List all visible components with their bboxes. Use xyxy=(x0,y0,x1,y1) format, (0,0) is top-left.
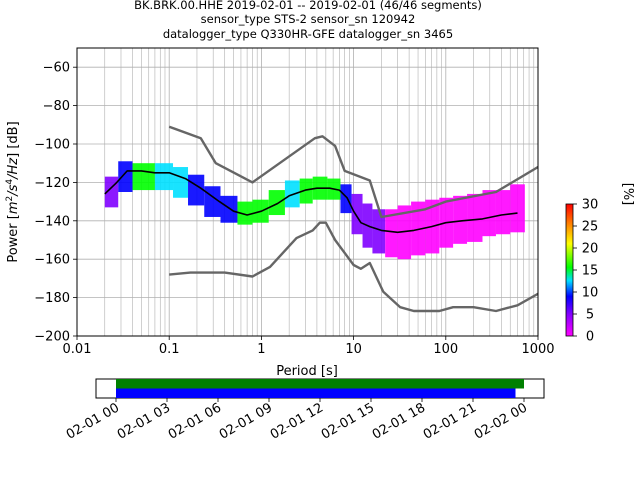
timeline-tick-label: 02-01 00 xyxy=(64,400,122,442)
psd-band xyxy=(495,190,511,235)
psd-band xyxy=(268,190,285,216)
x-tick-label: 0.01 xyxy=(63,342,92,357)
timeline-tick-label: 02-01 21 xyxy=(421,400,479,442)
colorbar-tick-label: 20 xyxy=(582,242,599,257)
y-label-part: 4 xyxy=(5,179,15,185)
y-label-part: Power [ xyxy=(6,214,21,263)
colorbar-tick-label: 25 xyxy=(582,220,599,235)
timeline-bar xyxy=(116,388,516,398)
y-axis-label: Power [m2/s4/Hz] [dB] xyxy=(5,121,21,262)
y-label-part: /s xyxy=(6,184,21,196)
colorbar-tick-label: 5 xyxy=(586,308,594,323)
y-tick-label: −80 xyxy=(43,99,70,114)
timeline-bar xyxy=(116,379,524,389)
psd-band xyxy=(118,161,133,192)
y-label-part: ] [dB] xyxy=(6,121,21,158)
y-tick-label: −100 xyxy=(34,138,70,153)
psd-band xyxy=(482,190,496,237)
timeline-tick-label: 02-01 09 xyxy=(217,400,275,442)
y-tick-label: −60 xyxy=(43,61,70,76)
psd-band xyxy=(220,195,238,223)
psd-band xyxy=(397,205,412,260)
x-tick-label: 1 xyxy=(257,342,265,357)
y-label-part: m xyxy=(6,201,21,214)
y-tick-label: −160 xyxy=(34,253,70,268)
x-axis-label: Period [s] xyxy=(276,364,338,379)
colorbar-axis: 0 5 10 15 20 25 30 xyxy=(573,198,598,345)
psd-band xyxy=(385,209,398,258)
x-tick-label: 1000 xyxy=(521,342,554,357)
colorbar-tick-label: 0 xyxy=(586,330,594,345)
mode-line-path xyxy=(104,170,518,234)
x-axis: 0.01 0.1 1 10 100 1000 xyxy=(63,336,555,357)
x-tick-label: 0.1 xyxy=(159,342,180,357)
noise-model-low xyxy=(169,221,538,313)
psd-band xyxy=(351,193,363,235)
colorbar-tick-label: 30 xyxy=(582,198,599,213)
psd-band xyxy=(173,167,189,198)
y-tick-label: −180 xyxy=(34,291,70,306)
y-axis: −60 −80 −100 −120 −140 −160 −180 −200 xyxy=(34,61,77,345)
psd-density xyxy=(104,161,525,260)
psd-band xyxy=(237,201,253,225)
colorbar-tick-label: 10 xyxy=(582,286,599,301)
title-line-3: datalogger_type Q330HR-GFE datalogger_sn… xyxy=(162,27,454,41)
psd-band xyxy=(510,184,525,233)
y-label-part: 2 xyxy=(5,196,15,202)
noise-models xyxy=(168,125,538,313)
psd-band xyxy=(132,163,155,191)
timeline-tick-label: 02-01 03 xyxy=(115,400,173,442)
psd-band xyxy=(154,163,174,191)
timeline-tick-label: 02-01 15 xyxy=(319,400,377,442)
psd-band xyxy=(453,195,468,244)
timeline-tick-label: 02-01 06 xyxy=(166,400,224,442)
psd-band xyxy=(188,174,205,206)
psd-band xyxy=(411,201,426,256)
colorbar xyxy=(565,203,574,337)
psd-band xyxy=(299,178,313,204)
y-tick-label: −200 xyxy=(34,330,70,345)
x-tick-label: 100 xyxy=(433,342,458,357)
timeline-tick-label: 02-01 18 xyxy=(370,400,428,442)
psd-band xyxy=(467,193,483,242)
colorbar-label: [%] xyxy=(620,183,635,206)
plot-frame xyxy=(76,47,539,337)
psd-band xyxy=(340,184,352,214)
psd-band xyxy=(372,209,386,254)
title-line-1: BK.BRK.00.HHE 2019-02-01 -- 2019-02-01 (… xyxy=(134,0,482,12)
title-line-2: sensor_type STS-2 sensor_sn 120942 xyxy=(200,12,416,26)
x-tick-label: 10 xyxy=(345,342,362,357)
timeline-tick-label: 02-02 00 xyxy=(472,400,530,442)
y-label-part: /Hz xyxy=(6,157,21,180)
timeline-tick-label: 02-01 12 xyxy=(268,400,326,442)
y-tick-label: −120 xyxy=(34,176,70,191)
colorbar-tick-label: 15 xyxy=(582,264,599,279)
noise-model-high xyxy=(168,125,538,219)
y-tick-label: −140 xyxy=(34,214,70,229)
mode-line xyxy=(104,170,518,234)
